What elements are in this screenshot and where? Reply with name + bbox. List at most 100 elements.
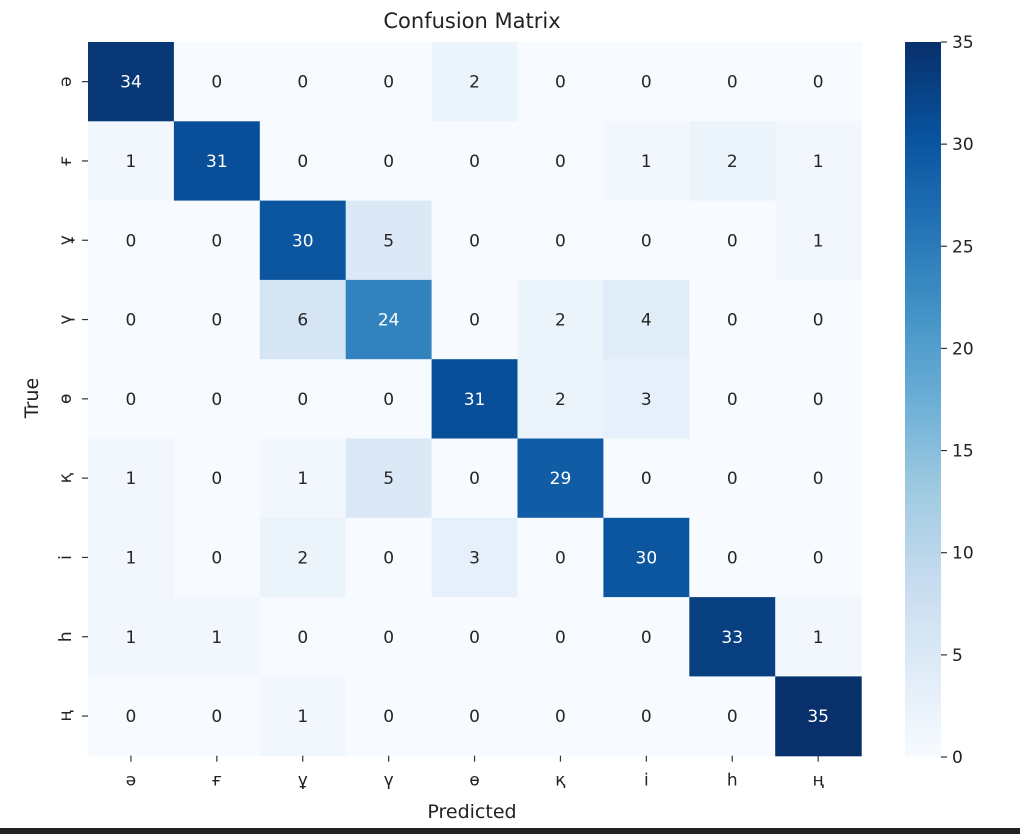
heatmap-cell	[431, 517, 519, 598]
cell-value-label: 5	[383, 231, 394, 251]
window-bottom-border	[0, 828, 1020, 834]
heatmap-cell	[775, 200, 862, 281]
cell-value-label: 0	[383, 152, 394, 172]
heatmap-cell	[775, 597, 862, 677]
heatmap-cell	[689, 438, 776, 519]
heatmap-cell	[259, 121, 347, 202]
cell-value-label: 1	[641, 152, 652, 172]
y-tick-label: ə	[56, 76, 76, 86]
heatmap-cell	[517, 359, 604, 440]
heatmap-cell	[173, 359, 261, 440]
y-axis-ticks: ə ғ ұ ү ө қ і һ ң	[56, 76, 88, 722]
cell-value-label: 0	[813, 469, 824, 489]
cell-value-label: 0	[383, 390, 394, 410]
heatmap-cell	[431, 200, 519, 281]
cell-value-label: 24	[378, 311, 400, 331]
y-tick-label: ғ	[56, 156, 76, 166]
heatmap-cell	[88, 676, 175, 757]
cell-value-label: 0	[727, 390, 738, 410]
cell-value-label: 1	[211, 628, 222, 648]
cell-value-label: 2	[727, 152, 738, 172]
heatmap-cell	[88, 438, 175, 519]
heatmap-cell	[345, 597, 433, 677]
colorbar-tick-label: 30	[952, 135, 974, 155]
y-tick-label: һ	[56, 631, 76, 642]
cell-value-label: 0	[383, 548, 394, 568]
colorbar-tick-label: 25	[952, 237, 974, 257]
x-tick-label: қ	[555, 771, 565, 791]
cell-value-label: 1	[297, 469, 308, 489]
cell-value-label: 0	[555, 152, 566, 172]
cell-value-label: 0	[727, 231, 738, 251]
cell-value-label: 33	[721, 628, 743, 648]
cell-value-label: 0	[727, 707, 738, 727]
cell-value-label: 1	[126, 152, 137, 172]
heatmap-cell	[345, 676, 433, 757]
heatmap-cell	[259, 42, 347, 122]
heatmap-cell	[431, 359, 519, 440]
heatmap-cell	[173, 42, 261, 122]
cell-value-label: 0	[211, 707, 222, 727]
cell-value-label: 0	[813, 390, 824, 410]
heatmap-cell	[345, 121, 433, 202]
heatmap-cell	[517, 279, 604, 360]
cell-value-label: 0	[555, 707, 566, 727]
heatmap-cell	[259, 359, 347, 440]
heatmap-cell	[173, 279, 261, 360]
cell-value-label: 0	[211, 231, 222, 251]
cell-value-label: 5	[383, 469, 394, 489]
heatmap-cell	[775, 279, 862, 360]
cell-value-label: 0	[126, 231, 137, 251]
heatmap-cell	[603, 42, 690, 122]
cell-value-label: 0	[555, 73, 566, 93]
cell-value-label: 0	[641, 628, 652, 648]
cell-value-label: 0	[126, 390, 137, 410]
heatmap-cell	[259, 597, 347, 677]
heatmap-cell	[173, 597, 261, 677]
y-axis-label: True	[21, 378, 43, 419]
heatmap-cell	[431, 121, 519, 202]
cell-value-label: 0	[727, 548, 738, 568]
cell-value-label: 2	[469, 73, 480, 93]
heatmap-cell	[88, 517, 175, 598]
cell-value-label: 0	[813, 548, 824, 568]
cell-value-label: 30	[636, 548, 658, 568]
heatmap-cell	[345, 438, 433, 519]
cell-value-label: 1	[126, 548, 137, 568]
cell-value-label: 0	[469, 311, 480, 331]
heatmap-cell	[259, 279, 347, 360]
heatmap-cell	[173, 438, 261, 519]
heatmap-cell	[431, 279, 519, 360]
cell-value-label: 0	[555, 628, 566, 648]
heatmap-cell	[345, 42, 433, 122]
colorbar-tick-label: 0	[952, 748, 963, 768]
heatmap-cell	[173, 517, 261, 598]
heatmap-cell	[517, 42, 604, 122]
heatmap-cell	[431, 597, 519, 677]
cell-value-label: 0	[555, 231, 566, 251]
y-tick-label: і	[56, 555, 76, 560]
heatmap-cell	[775, 676, 862, 757]
cell-value-label: 0	[469, 152, 480, 172]
cell-value-label: 0	[383, 628, 394, 648]
heatmap-cell	[775, 42, 862, 122]
cell-value-label: 1	[126, 469, 137, 489]
heatmap-cell	[259, 676, 347, 757]
cell-value-label: 0	[383, 73, 394, 93]
cell-value-label: 0	[211, 390, 222, 410]
heatmap-cell	[517, 597, 604, 677]
cell-value-label: 0	[813, 73, 824, 93]
cell-value-label: 0	[126, 707, 137, 727]
cell-value-label: 0	[297, 628, 308, 648]
cell-value-label: 0	[641, 469, 652, 489]
x-tick-label: һ	[727, 771, 738, 791]
heatmap-cell	[603, 279, 690, 360]
cell-value-label: 3	[641, 390, 652, 410]
heatmap-cell	[603, 200, 690, 281]
heatmap-cell	[517, 438, 604, 519]
heatmap-cell	[88, 200, 175, 281]
x-tick-label: ө	[469, 771, 479, 791]
heatmap-cell	[603, 517, 690, 598]
cell-value-label: 2	[555, 311, 566, 331]
